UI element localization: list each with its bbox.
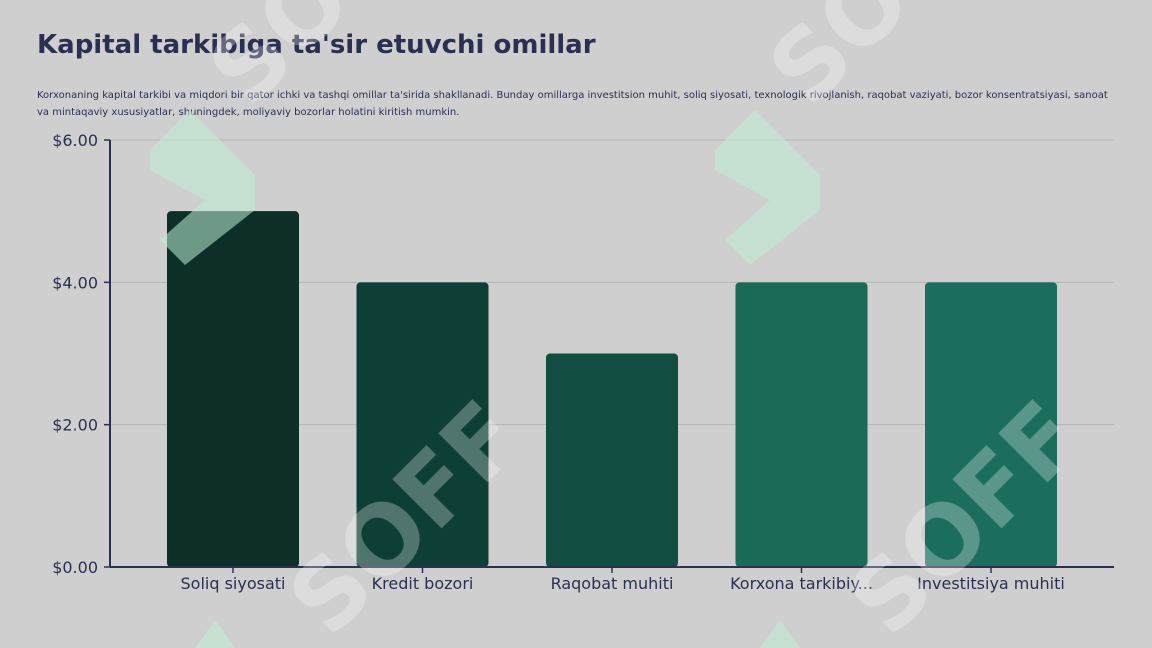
bar bbox=[356, 282, 489, 567]
bar bbox=[925, 282, 1057, 567]
tick-labels: $0.00 $2.00 $4.00 $6.00 Soliq siyosati Kredit… bbox=[52, 131, 1065, 593]
bar bbox=[546, 353, 678, 567]
x-tick-label: Raqobat muhiti bbox=[551, 574, 674, 593]
x-tick-label: Korxona tarkibiy... bbox=[730, 574, 873, 593]
y-tick-label: $0.00 bbox=[52, 558, 98, 577]
x-tick-label: Soliq siyosati bbox=[181, 574, 286, 593]
x-tick-label: Kredit bozori bbox=[372, 574, 474, 593]
x-tick-label: Investitsiya muhiti bbox=[917, 574, 1065, 593]
bar bbox=[735, 282, 868, 567]
chart-title: Kapital tarkibiga ta'sir etuvchi omillar bbox=[37, 30, 596, 60]
y-tick-label: $4.00 bbox=[52, 273, 98, 292]
y-tick-label: $6.00 bbox=[52, 131, 98, 150]
axes bbox=[104, 139, 1114, 573]
bar bbox=[167, 211, 299, 567]
y-tick-label: $2.00 bbox=[52, 416, 98, 435]
bars bbox=[167, 211, 1057, 567]
